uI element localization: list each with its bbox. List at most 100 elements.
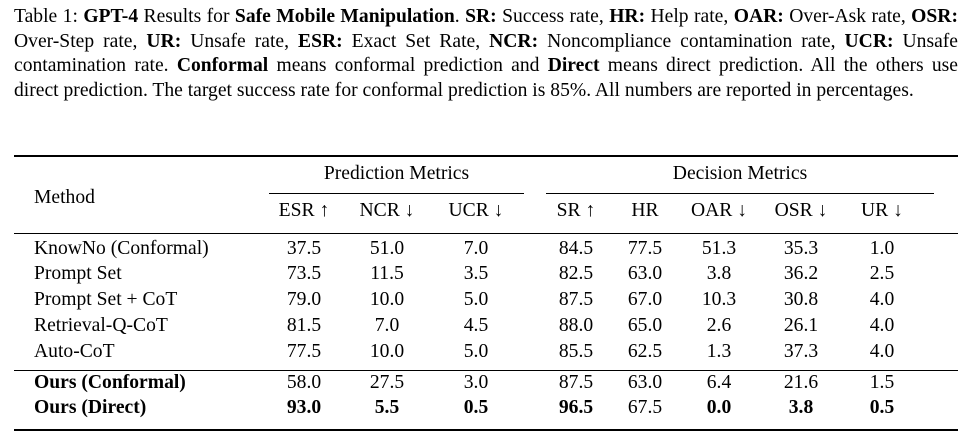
table-separator-rule	[14, 370, 958, 372]
cell-ncr: 10.0	[369, 289, 405, 310]
caption-abbr-ur: UR:	[146, 30, 182, 52]
cell-ur: 4.0	[869, 341, 895, 362]
cell-ur: 2.5	[869, 263, 895, 284]
results-table: Prediction Metrics Decision Metrics Meth…	[14, 155, 958, 433]
cell-hr: 67.0	[627, 289, 663, 310]
cell-sr: 96.5	[558, 397, 594, 418]
cell-oar: 0.0	[706, 397, 732, 418]
method-cell: Ours (Direct)	[34, 397, 147, 418]
cell-ncr: 5.5	[374, 397, 400, 418]
caption-abbr-ncr: NCR:	[489, 30, 539, 52]
method-cell: Prompt Set + CoT	[34, 289, 178, 310]
group-decision-metrics: Decision Metrics	[672, 163, 808, 184]
caption-task: Safe Mobile Manipulation	[234, 6, 455, 27]
table-row: Auto-CoT 77.5 10.0 5.0 85.5 62.5 1.3 37.3 4.0	[14, 341, 958, 367]
column-header-sr: SR ↑	[556, 200, 596, 221]
caption-abbr-sr: SR:	[465, 6, 497, 27]
cell-ucr: 3.5	[463, 263, 489, 284]
caption-text: means conformal prediction and	[268, 55, 548, 76]
method-cell: Auto-CoT	[34, 341, 115, 362]
cell-ncr: 7.0	[374, 315, 400, 336]
cell-esr: 73.5	[286, 263, 322, 284]
cell-esr: 79.0	[286, 289, 322, 310]
method-header: Method	[34, 187, 95, 208]
method-cell: Prompt Set	[34, 263, 122, 284]
cell-ucr: 5.0	[463, 341, 489, 362]
cell-osr: 35.3	[783, 238, 819, 259]
cell-esr: 58.0	[286, 372, 322, 393]
cell-ncr: 51.0	[369, 238, 405, 259]
cell-sr: 87.5	[558, 289, 594, 310]
cell-ur: 0.5	[869, 397, 895, 418]
decision-group-rule	[546, 193, 934, 194]
cell-osr: 21.6	[783, 372, 819, 393]
cell-ncr: 27.5	[369, 372, 405, 393]
cell-ur: 1.5	[869, 372, 895, 393]
table-caption: Table 1: GPT-4 Results for Safe Mobile M…	[14, 5, 958, 103]
cell-hr: 62.5	[627, 341, 663, 362]
caption-text: Help rate,	[645, 6, 734, 27]
caption-text: Unsafe rate,	[181, 30, 298, 52]
caption-text: means direct prediction. All the others …	[14, 55, 959, 101]
cell-ucr: 7.0	[463, 238, 489, 259]
caption-text: Noncompliance contamination rate,	[538, 30, 845, 52]
column-header-hr: HR	[631, 200, 659, 221]
caption-text: .	[454, 6, 466, 27]
cell-oar: 6.4	[706, 372, 732, 393]
cell-ncr: 11.5	[370, 263, 404, 284]
column-header-ncr: NCR ↓	[359, 200, 415, 221]
cell-osr: 3.8	[788, 397, 814, 418]
caption-text: Unsafe contamination rate.	[14, 30, 959, 77]
cell-sr: 85.5	[558, 341, 594, 362]
cell-sr: 82.5	[558, 263, 594, 284]
cell-hr: 67.5	[627, 397, 663, 418]
cell-esr: 93.0	[286, 397, 322, 418]
table-row: Retrieval-Q-CoT 81.5 7.0 4.5 88.0 65.0 2.6 26.1…	[14, 315, 958, 341]
cell-oar: 1.3	[706, 341, 732, 362]
caption-text: Results for	[138, 6, 235, 27]
caption-text: Over-Step rate,	[14, 30, 147, 52]
cell-osr: 36.2	[783, 263, 819, 284]
column-header-ur: UR ↓	[861, 200, 903, 221]
table-row: KnowNo (Conformal) 37.5 51.0 7.0 84.5 77.5 51.…	[14, 238, 958, 264]
caption-term-conformal: Conformal	[176, 55, 269, 76]
cell-oar: 51.3	[701, 238, 737, 259]
method-cell: Ours (Conformal)	[34, 372, 186, 393]
caption-text: Success rate,	[496, 6, 610, 27]
cell-oar: 2.6	[706, 315, 732, 336]
cell-sr: 84.5	[558, 238, 594, 259]
caption-model: GPT-4	[83, 6, 139, 27]
column-header-osr: OSR ↓	[774, 200, 828, 221]
caption-abbr-hr: HR:	[609, 6, 646, 27]
cell-osr: 30.8	[783, 289, 819, 310]
group-prediction-metrics: Prediction Metrics	[323, 163, 470, 184]
cell-oar: 10.3	[701, 289, 737, 310]
caption-text: Over-Ask rate,	[783, 6, 912, 27]
method-cell: Retrieval-Q-CoT	[34, 315, 168, 336]
prediction-group-rule	[269, 193, 524, 194]
cell-hr: 63.0	[627, 263, 663, 284]
cell-ucr: 4.5	[463, 315, 489, 336]
cell-esr: 37.5	[286, 238, 322, 259]
cell-osr: 37.3	[783, 341, 819, 362]
cell-ur: 4.0	[869, 315, 895, 336]
caption-term-direct: Direct	[547, 55, 600, 76]
table-row: Ours (Direct) 93.0 5.5 0.5 96.5 67.5 0.0 3.8 0.5	[14, 397, 958, 423]
table-row: Prompt Set + CoT 79.0 10.0 5.0 87.5 67.0 10.3 3…	[14, 289, 958, 315]
cell-esr: 81.5	[286, 315, 322, 336]
cell-ur: 4.0	[869, 289, 895, 310]
cell-sr: 88.0	[558, 315, 594, 336]
caption-abbr-ucr: UCR:	[844, 30, 894, 52]
cell-ncr: 10.0	[369, 341, 405, 362]
column-header-oar: OAR ↓	[690, 200, 748, 221]
cell-ur: 1.0	[869, 238, 895, 259]
table-top-rule	[14, 155, 958, 157]
cell-ucr: 5.0	[463, 289, 489, 310]
cell-sr: 87.5	[558, 372, 594, 393]
cell-osr: 26.1	[783, 315, 819, 336]
column-header-esr: ESR ↑	[278, 200, 330, 221]
caption-label: Table 1:	[14, 6, 84, 27]
table-row: Prompt Set 73.5 11.5 3.5 82.5 63.0 3.8 36.2 2.5	[14, 263, 958, 289]
table-header-rule	[14, 233, 958, 235]
cell-ucr: 0.5	[463, 397, 489, 418]
